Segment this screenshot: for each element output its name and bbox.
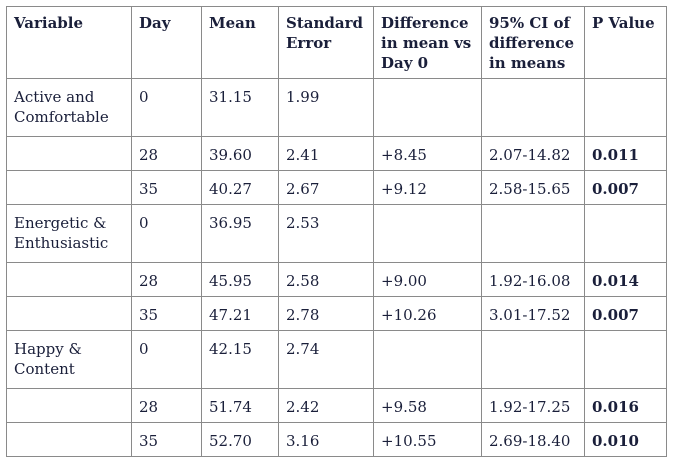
p-value-cell: 0.014	[584, 262, 667, 297]
mean-cell: 45.95	[201, 262, 279, 297]
diff-cell: +10.55	[373, 422, 482, 457]
variable-label-empty	[6, 170, 132, 205]
table-row: Energetic & Enthusiastic 0 36.95 2.53	[6, 204, 667, 263]
header-ci: 95% CI of difference in means	[481, 6, 585, 79]
variable-label: Energetic & Enthusiastic	[6, 204, 132, 263]
mean-cell: 52.70	[201, 422, 279, 457]
mean-cell: 40.27	[201, 170, 279, 205]
variable-label-empty	[6, 262, 132, 297]
day-cell: 35	[131, 296, 202, 331]
p-value-cell	[584, 330, 667, 389]
mean-cell: 47.21	[201, 296, 279, 331]
ci-cell: 1.92-17.25	[481, 388, 585, 423]
diff-cell	[373, 78, 482, 137]
mean-cell: 31.15	[201, 78, 279, 137]
header-difference: Difference in mean vs Day 0	[373, 6, 482, 79]
day-cell: 28	[131, 388, 202, 423]
se-cell: 2.53	[278, 204, 374, 263]
ci-cell	[481, 330, 585, 389]
table-row: 35 47.21 2.78 +10.26 3.01-17.52 0.007	[6, 296, 667, 331]
se-cell: 3.16	[278, 422, 374, 457]
day-cell: 35	[131, 170, 202, 205]
table-row: 28 39.60 2.41 +8.45 2.07-14.82 0.011	[6, 136, 667, 171]
day-cell: 0	[131, 330, 202, 389]
day-cell: 28	[131, 136, 202, 171]
p-value-cell: 0.011	[584, 136, 667, 171]
table-row: 28 51.74 2.42 +9.58 1.92-17.25 0.016	[6, 388, 667, 423]
diff-cell: +9.00	[373, 262, 482, 297]
mean-cell: 42.15	[201, 330, 279, 389]
day-cell: 28	[131, 262, 202, 297]
mean-cell: 39.60	[201, 136, 279, 171]
ci-cell: 1.92-16.08	[481, 262, 585, 297]
diff-cell: +9.12	[373, 170, 482, 205]
header-mean: Mean	[201, 6, 279, 79]
header-standard-error: Standard Error	[278, 6, 374, 79]
diff-cell: +10.26	[373, 296, 482, 331]
se-cell: 2.74	[278, 330, 374, 389]
p-value-cell	[584, 78, 667, 137]
diff-cell: +8.45	[373, 136, 482, 171]
header-variable: Variable	[6, 6, 132, 79]
diff-cell	[373, 204, 482, 263]
day-cell: 0	[131, 204, 202, 263]
se-cell: 2.78	[278, 296, 374, 331]
se-cell: 2.67	[278, 170, 374, 205]
p-value-cell: 0.016	[584, 388, 667, 423]
mean-cell: 36.95	[201, 204, 279, 263]
variable-label-empty	[6, 296, 132, 331]
mean-cell: 51.74	[201, 388, 279, 423]
ci-cell: 2.69-18.40	[481, 422, 585, 457]
ci-cell: 3.01-17.52	[481, 296, 585, 331]
diff-cell	[373, 330, 482, 389]
ci-cell: 2.58-15.65	[481, 170, 585, 205]
diff-cell: +9.58	[373, 388, 482, 423]
p-value-cell	[584, 204, 667, 263]
ci-cell	[481, 78, 585, 137]
se-cell: 2.42	[278, 388, 374, 423]
header-day: Day	[131, 6, 202, 79]
header-row: Variable Day Mean Standard Error Differe…	[6, 6, 667, 79]
header-p-value: P Value	[584, 6, 667, 79]
variable-label-empty	[6, 388, 132, 423]
variable-label: Happy & Content	[6, 330, 132, 389]
variable-label-empty	[6, 422, 132, 457]
ci-cell	[481, 204, 585, 263]
se-cell: 2.58	[278, 262, 374, 297]
statistics-table: Variable Day Mean Standard Error Differe…	[6, 6, 667, 457]
variable-label: Active and Comfortable	[6, 78, 132, 137]
ci-cell: 2.07-14.82	[481, 136, 585, 171]
se-cell: 2.41	[278, 136, 374, 171]
day-cell: 35	[131, 422, 202, 457]
variable-label-empty	[6, 136, 132, 171]
day-cell: 0	[131, 78, 202, 137]
p-value-cell: 0.007	[584, 170, 667, 205]
p-value-cell: 0.010	[584, 422, 667, 457]
table-row: Happy & Content 0 42.15 2.74	[6, 330, 667, 389]
table-row: 35 40.27 2.67 +9.12 2.58-15.65 0.007	[6, 170, 667, 205]
table-row: Active and Comfortable 0 31.15 1.99	[6, 78, 667, 137]
table-row: 28 45.95 2.58 +9.00 1.92-16.08 0.014	[6, 262, 667, 297]
p-value-cell: 0.007	[584, 296, 667, 331]
se-cell: 1.99	[278, 78, 374, 137]
table-row: 35 52.70 3.16 +10.55 2.69-18.40 0.010	[6, 422, 667, 457]
